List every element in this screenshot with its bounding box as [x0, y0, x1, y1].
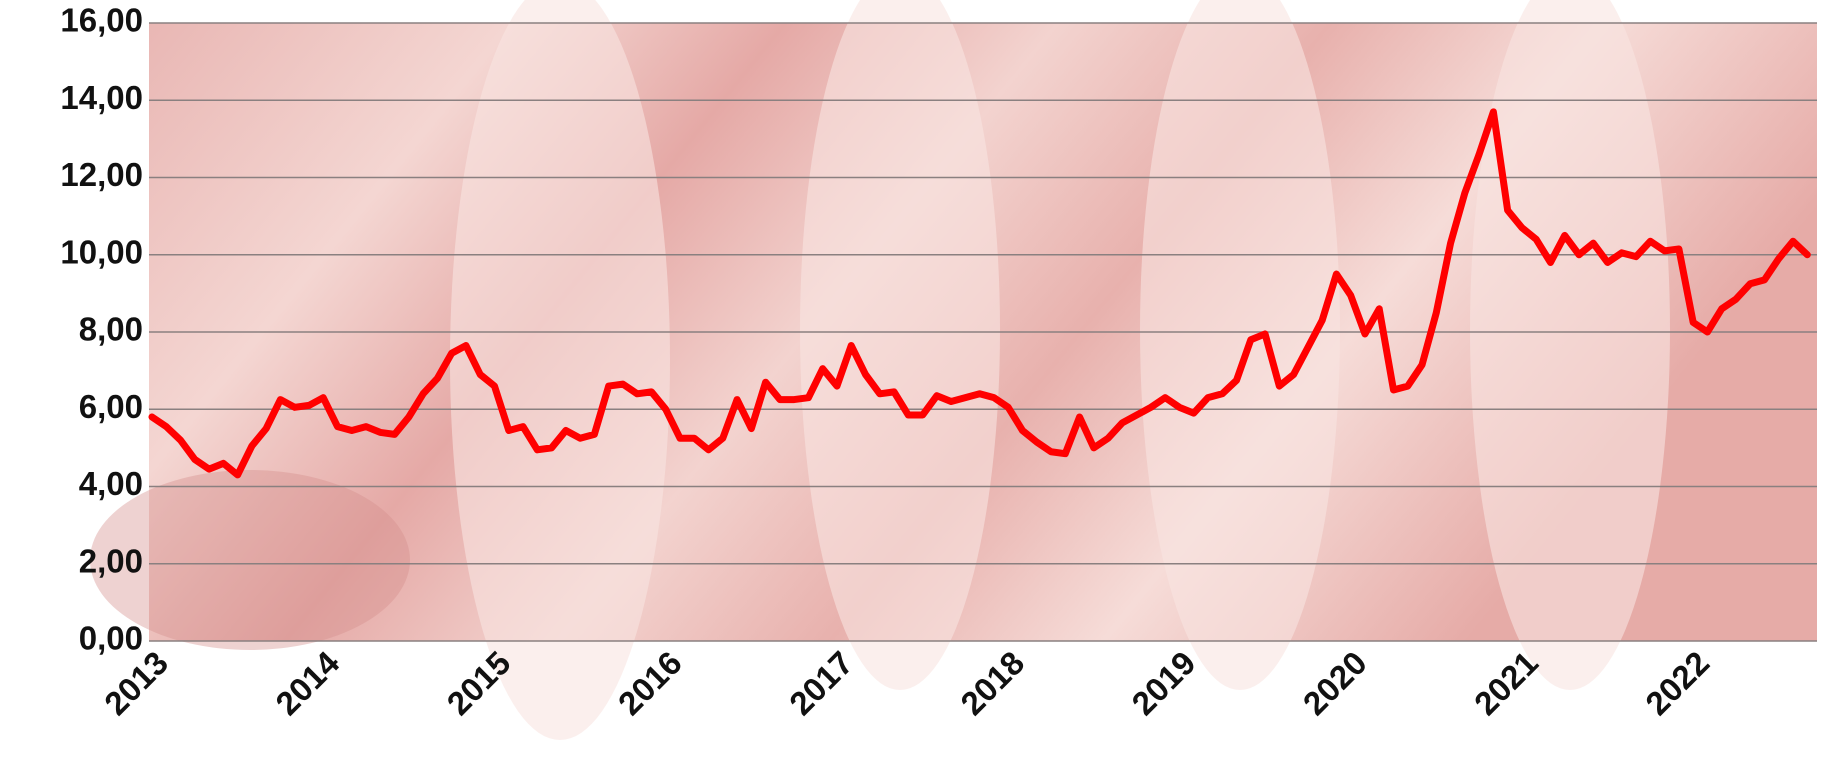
x-tick-label: 2017: [782, 644, 860, 722]
background-photo: [90, 0, 1817, 740]
y-tick-label: 12,00: [60, 156, 143, 193]
y-tick-label: 8,00: [79, 311, 143, 348]
x-tick-label: 2020: [1296, 644, 1374, 722]
grid: [149, 22, 1817, 642]
x-tick-label: 2014: [268, 644, 347, 723]
x-tick-label: 2022: [1638, 644, 1716, 722]
line-series: [148, 108, 1811, 479]
y-tick-label: 14,00: [60, 79, 143, 116]
plot: [148, 108, 1811, 479]
y-tick-label: 4,00: [79, 465, 143, 502]
y-tick-label: 2,00: [79, 542, 143, 579]
y-tick-label: 16,00: [60, 2, 143, 39]
y-tick-label: 0,00: [79, 620, 143, 657]
y-tick-label: 10,00: [60, 233, 143, 270]
x-tick-label: 2019: [1124, 644, 1202, 722]
y-tick-label: 6,00: [79, 388, 143, 425]
x-tick-label: 2018: [953, 644, 1031, 722]
